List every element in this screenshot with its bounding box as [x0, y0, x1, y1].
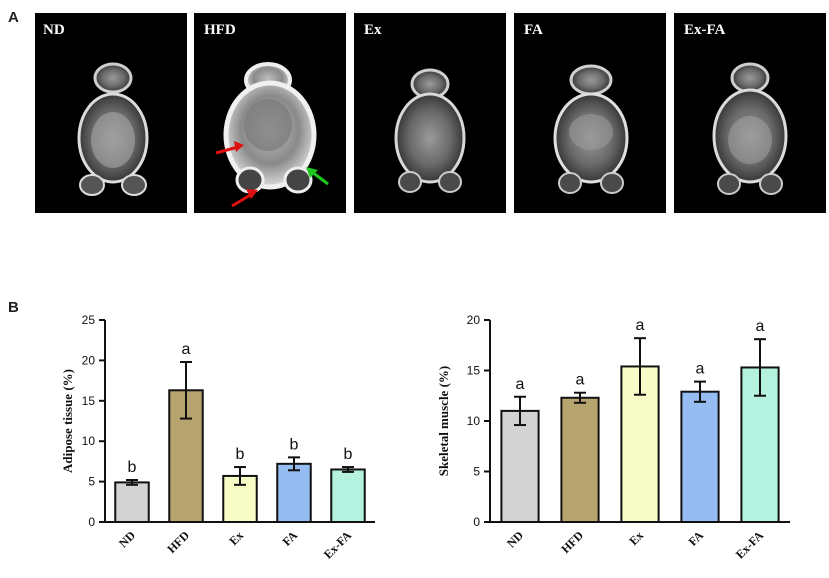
green-arrow-icon	[311, 170, 329, 186]
adipose-category-label: Ex	[226, 528, 246, 548]
adipose-significance-label: b	[128, 459, 137, 476]
skeletal-muscle-chart: 0 5 10 15 20 Skeletal muscle (%) a ND a HFD a Ex a FA…	[436, 313, 790, 562]
mri-image-fa: FA	[514, 13, 666, 213]
skeletal-bar-hfd	[560, 396, 600, 523]
mri-image-nd: ND	[35, 13, 187, 213]
panel-a-label: A	[8, 9, 19, 26]
skeletal-significance-label: a	[516, 376, 525, 393]
skeletal-category-label: Ex	[626, 528, 646, 548]
skeletal-significance-label: a	[576, 372, 585, 389]
mri-label-hfd: HFD	[204, 22, 236, 38]
skeletal-y-tick-label: 10	[467, 414, 481, 428]
adipose-y-tick-label: 10	[82, 434, 96, 448]
adipose-bar-ex-fa	[330, 468, 366, 524]
skeletal-y-tick-label: 15	[467, 364, 481, 378]
adipose-bar-nd	[114, 481, 150, 523]
skeletal-significance-label: a	[756, 318, 765, 335]
mri-image-ex-fa: Ex-FA	[674, 13, 826, 213]
mri-image-hfd: HFD	[194, 13, 346, 213]
skeletal-bar-fa	[680, 390, 720, 523]
adipose-significance-label: b	[236, 446, 245, 463]
skeletal-y-tick-label: 5	[473, 465, 480, 479]
adipose-y-label: Adipose tissue (%)	[60, 369, 75, 473]
adipose-category-label: FA	[280, 528, 301, 549]
adipose-y-tick-label: 15	[82, 394, 96, 408]
skeletal-category-label: ND	[504, 528, 526, 550]
skeletal-category-label: HFD	[558, 528, 586, 556]
adipose-y-tick-label: 0	[88, 515, 95, 529]
panel-b-label: B	[8, 299, 19, 316]
adipose-tissue-chart: 0 5 10 15 20 25 Adipose tissue (%) b ND a HFD b Ex b F…	[60, 313, 375, 562]
skeletal-y-tick-label: 20	[467, 313, 481, 327]
skeletal-category-label: FA	[686, 528, 707, 549]
skeletal-category-label: Ex-FA	[733, 528, 767, 562]
adipose-significance-label: b	[290, 436, 299, 453]
mri-label-fa: FA	[524, 22, 543, 38]
adipose-significance-label: a	[182, 341, 191, 358]
adipose-category-label: Ex-FA	[321, 528, 355, 562]
mri-label-ex: Ex	[364, 22, 382, 38]
red-arrow-icon	[215, 145, 239, 155]
skeletal-significance-label: a	[696, 361, 705, 378]
adipose-category-label: ND	[116, 528, 138, 550]
adipose-bar-fa	[276, 462, 312, 524]
adipose-y-tick-label: 5	[88, 475, 95, 489]
adipose-y-tick-label: 25	[82, 313, 96, 327]
adipose-significance-label: b	[344, 446, 353, 463]
mri-image-ex: Ex	[354, 13, 506, 213]
mri-label-nd: ND	[43, 22, 65, 38]
adipose-category-label: HFD	[164, 528, 192, 556]
red-arrow-icon	[231, 192, 253, 208]
mri-label-ex-fa: Ex-FA	[684, 22, 726, 38]
skeletal-y-tick-label: 0	[473, 515, 480, 529]
skeletal-bar-nd	[500, 409, 540, 523]
skeletal-significance-label: a	[636, 317, 645, 334]
adipose-y-tick-label: 20	[82, 353, 96, 367]
skeletal-y-label: Skeletal muscle (%)	[436, 366, 451, 476]
